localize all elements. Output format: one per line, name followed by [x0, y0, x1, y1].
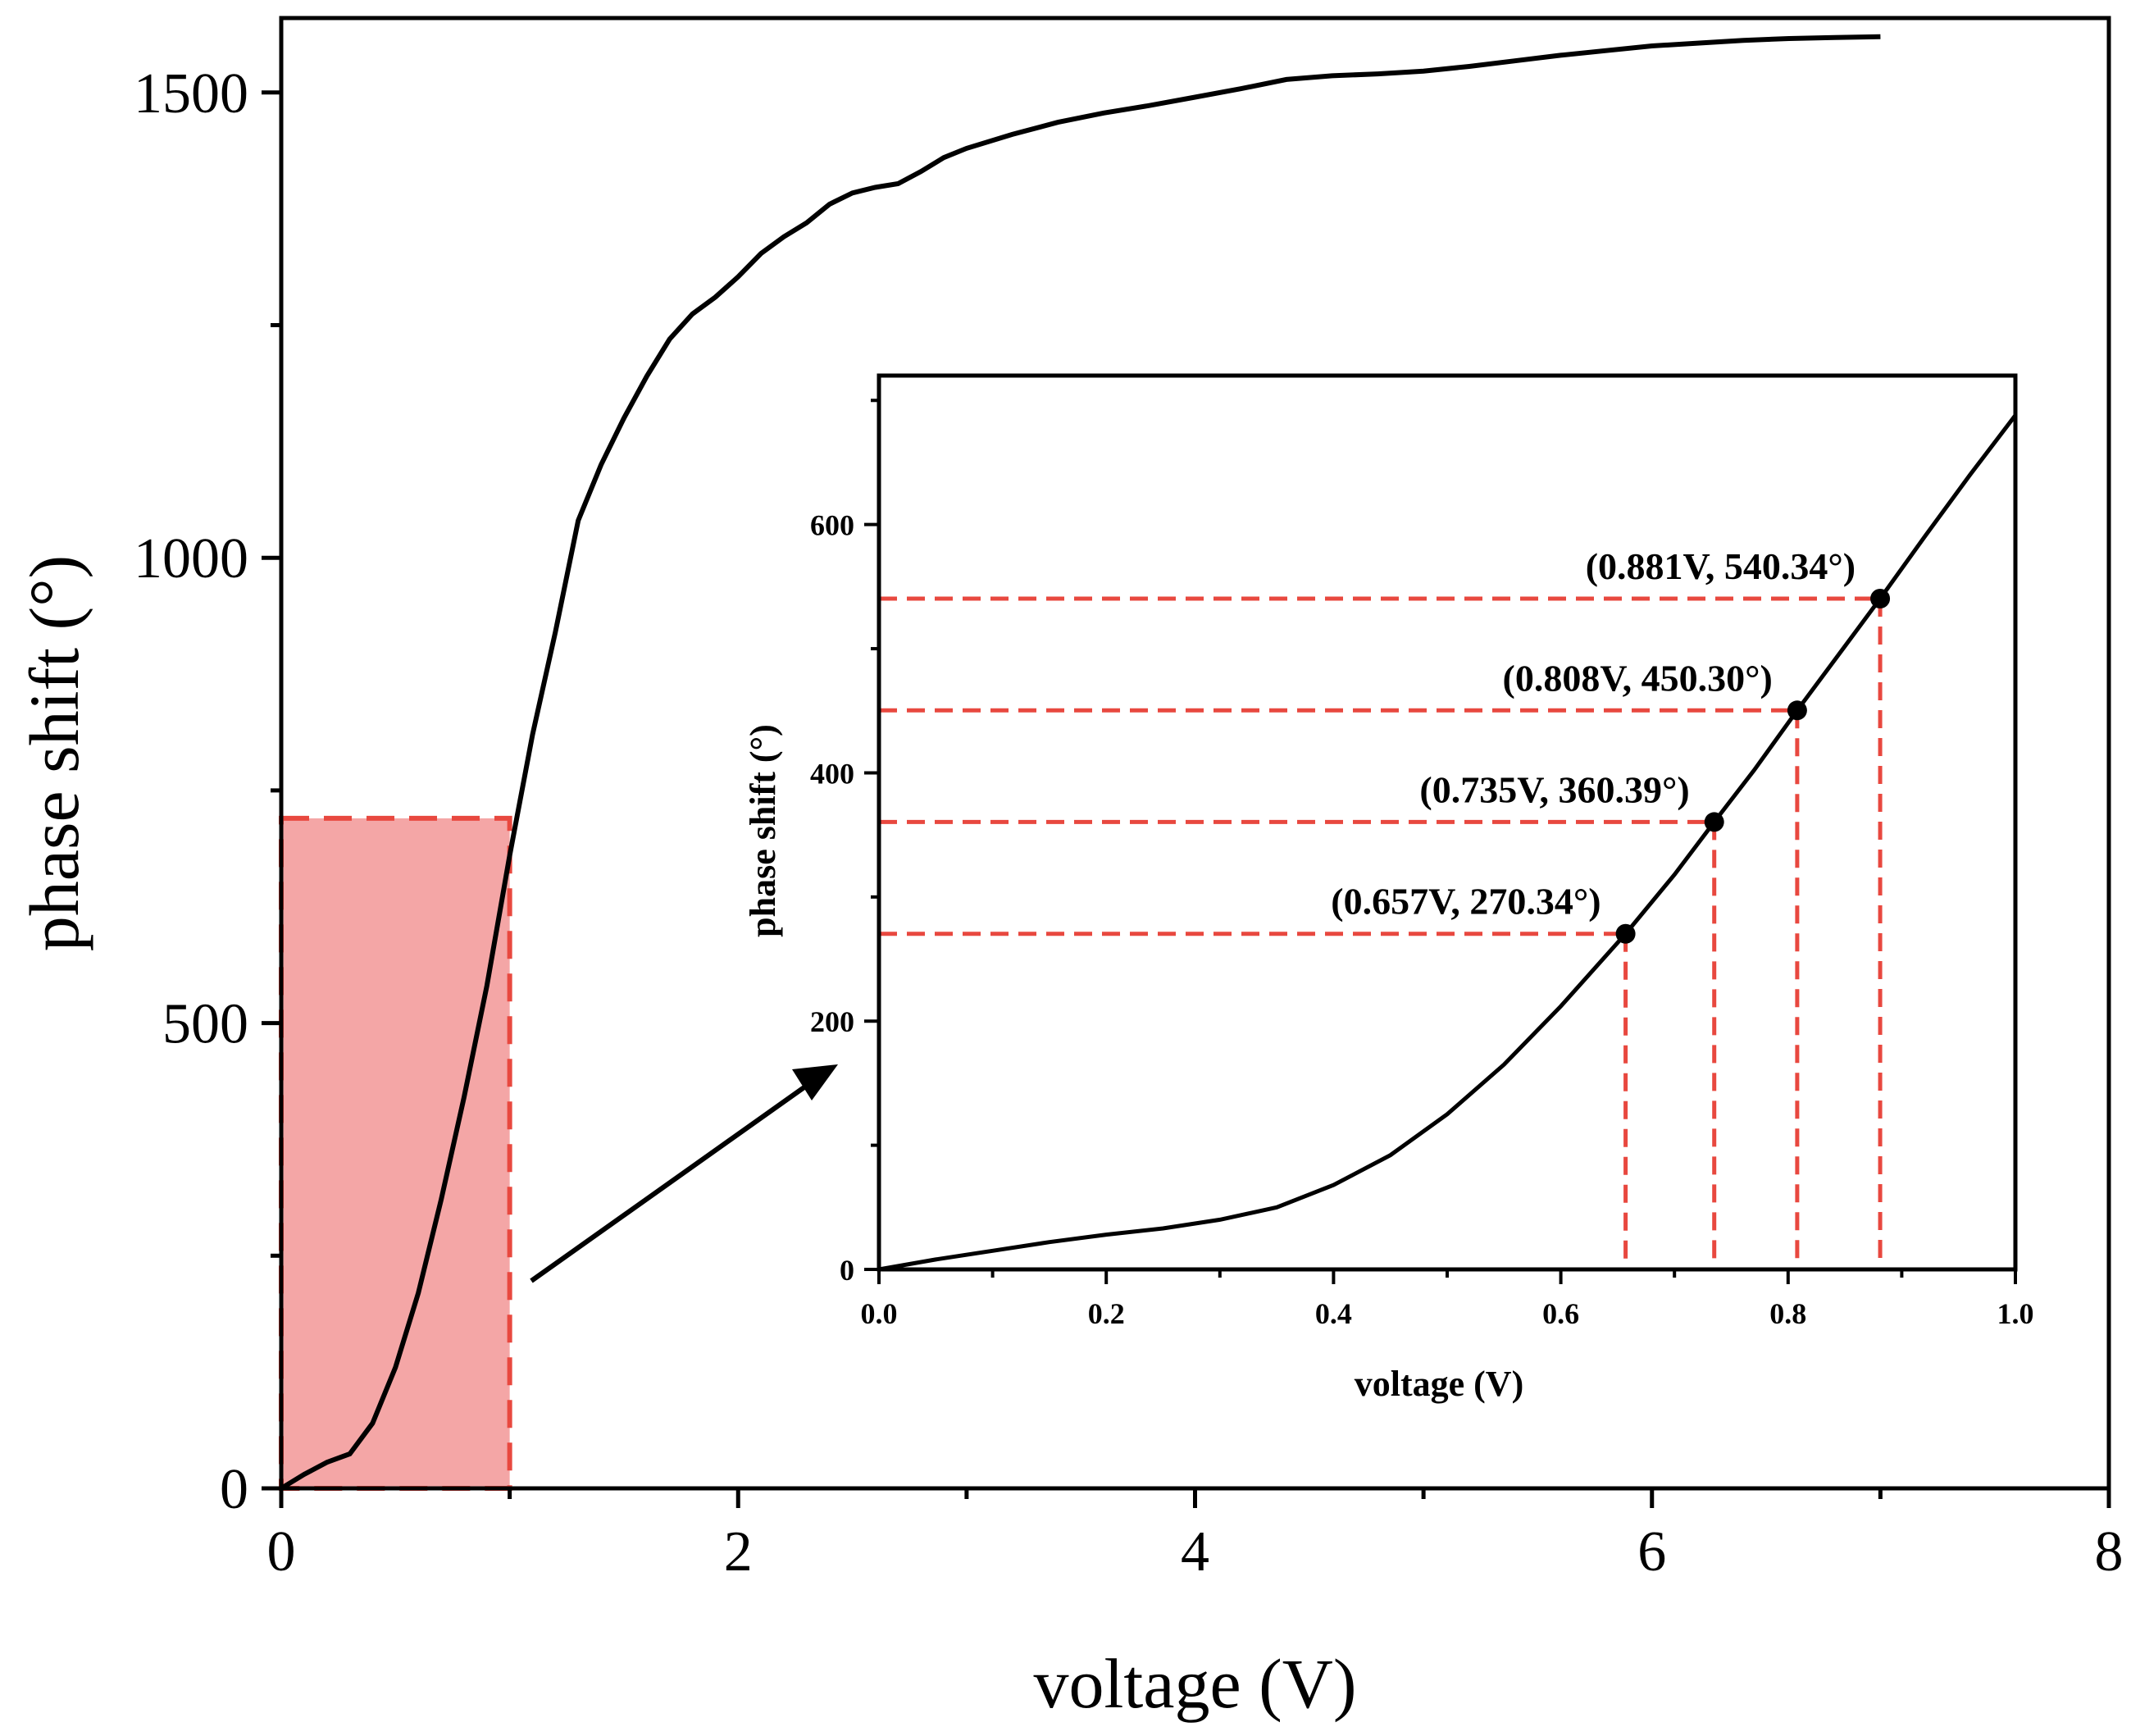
data-point-marker — [1704, 812, 1724, 832]
main-series-line — [280, 34, 1881, 1491]
inset-x-tick-label: 0.2 — [1088, 1297, 1125, 1330]
inset-x-axis-label: voltage (V) — [1355, 1364, 1524, 1404]
inset-series-line — [878, 413, 2017, 1272]
data-point-marker — [1615, 923, 1636, 944]
data-point-label: (0.808V, 450.30°) — [1503, 657, 1773, 699]
inset-x-tick-label: 0.8 — [1769, 1297, 1806, 1330]
main-x-tick-label: 2 — [724, 1520, 753, 1583]
main-y-tick-label: 0 — [220, 1458, 248, 1521]
main-x-tick-label: 8 — [2095, 1520, 2124, 1583]
data-point-label: (0.657V, 270.34°) — [1331, 881, 1601, 923]
inset-points: (0.657V, 270.34°) (0.735V, 360.39°) (0.808… — [1331, 545, 1891, 944]
data-point-marker — [1870, 588, 1891, 608]
inset-y-tick-label: 400 — [810, 757, 854, 790]
inset-y-tick-label: 200 — [810, 1005, 854, 1038]
data-point-label: (0.735V, 360.39°) — [1419, 768, 1689, 810]
inset-x-tick-label: 1.0 — [1997, 1297, 2034, 1330]
inset-ticks: 0.0 0.2 0.4 0.6 0.8 1.0 0 200 400 600 — [810, 399, 2034, 1330]
inset-x-tick-label: 0.0 — [861, 1297, 898, 1330]
main-ticks: 0 2 4 6 8 0 500 1000 1500 — [134, 62, 2124, 1583]
data-point-label: (0.881V, 540.34°) — [1586, 545, 1856, 587]
main-x-axis-label: voltage (V) — [1033, 1644, 1356, 1723]
main-x-tick-label: 0 — [267, 1520, 296, 1583]
main-x-tick-label: 4 — [1181, 1520, 1209, 1583]
main-x-tick-label: 6 — [1637, 1520, 1666, 1583]
main-plot: 0 2 4 6 8 0 500 1000 1500 voltage (V) phase shif… — [15, 16, 2124, 1723]
main-y-axis-label: phase shift (°) — [15, 555, 93, 951]
main-y-tick-label: 1500 — [134, 62, 248, 125]
inset-x-tick-label: 0.4 — [1315, 1297, 1352, 1330]
main-y-tick-label: 1000 — [134, 527, 248, 590]
inset-x-tick-label: 0.6 — [1542, 1297, 1579, 1330]
inset-guide-lines — [879, 596, 1883, 1269]
inset-y-tick-label: 0 — [840, 1254, 854, 1287]
main-y-tick-label: 500 — [162, 993, 248, 1056]
data-point-marker — [1787, 700, 1807, 721]
inset-y-axis-label: phase shift (°) — [743, 724, 783, 937]
inset-y-tick-label: 600 — [810, 509, 854, 542]
highlight-region — [279, 815, 512, 1491]
inset-plot: (0.657V, 270.34°) (0.735V, 360.39°) (0.808… — [743, 373, 2034, 1404]
zoom-arrow — [530, 1064, 838, 1283]
